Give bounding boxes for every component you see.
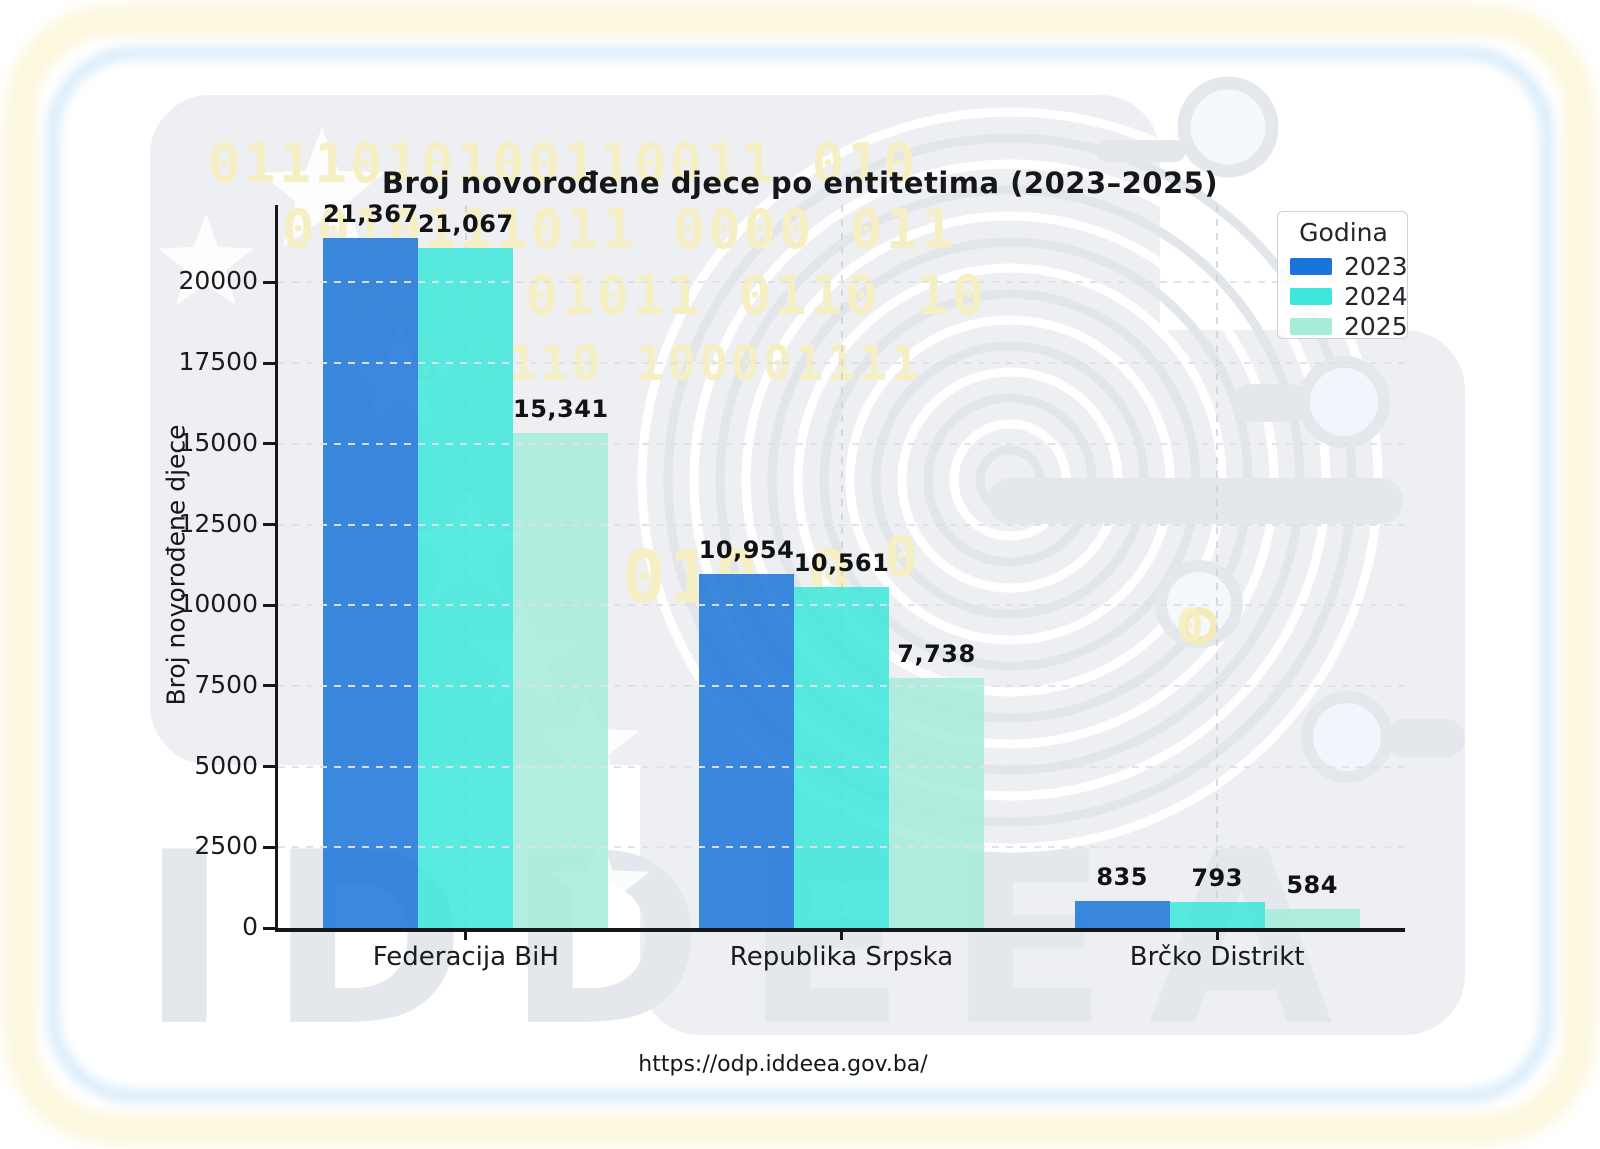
gridline-horizontal (278, 684, 1405, 687)
y-tick-label: 15000 (178, 427, 258, 457)
binary-row: 0111010100110011 010 (208, 132, 918, 195)
star-icon (259, 127, 385, 247)
legend-item-label: 2025 (1344, 311, 1408, 341)
gridline-horizontal (278, 281, 1405, 284)
star-icon (158, 214, 254, 305)
legend-swatch (1290, 317, 1332, 335)
y-tick-label: 0 (242, 912, 258, 941)
legend-item-label: 2024 (1344, 281, 1408, 311)
bar (323, 238, 419, 928)
bar (1074, 901, 1170, 928)
y-tick-label: 12500 (178, 508, 258, 538)
bar (699, 574, 794, 928)
value-label: 584 (1286, 871, 1338, 900)
source-url: https://odp.iddeea.gov.ba/ (638, 1052, 928, 1077)
y-tick-label: 7500 (194, 669, 258, 699)
legend-item: 2023 (1290, 251, 1408, 281)
x-tick-label: Federacija BiH (372, 942, 559, 972)
y-tick-label: 2500 (194, 831, 258, 861)
value-label: 10,954 (698, 536, 795, 565)
legend-swatch (1290, 257, 1332, 275)
y-tick-mark (263, 926, 275, 930)
value-label: 835 (1096, 863, 1148, 892)
x-tick-mark (464, 928, 468, 940)
bar (889, 678, 984, 928)
gridline-horizontal (278, 604, 1405, 607)
legend-items: 2023 2024 2025 (1290, 251, 1408, 341)
value-label: 793 (1191, 864, 1243, 893)
x-tick-label: Republika Srpska (729, 942, 954, 972)
y-tick-mark (263, 523, 275, 527)
bar (794, 587, 889, 928)
legend: Godina 2023 2024 2025 (1277, 211, 1408, 341)
y-tick-label: 20000 (178, 266, 258, 296)
value-label: 7,738 (897, 640, 976, 669)
legend-item-label: 2023 (1344, 251, 1408, 281)
y-tick-label: 17500 (178, 347, 258, 377)
y-axis-spine (275, 205, 278, 931)
y-tick-mark (263, 765, 275, 769)
x-tick-label: Brčko Distrikt (1129, 942, 1305, 972)
circuit-watermark (988, 76, 1465, 783)
gridline-vertical (1216, 205, 1219, 928)
gridline-horizontal (278, 846, 1405, 849)
y-tick-label: 10000 (178, 589, 258, 619)
bar (418, 248, 514, 928)
binary-row: 0 (1176, 599, 1207, 653)
value-label: 15,341 (513, 394, 609, 423)
y-tick-mark (263, 361, 275, 365)
bar (1169, 902, 1265, 928)
y-tick-label: 5000 (194, 750, 258, 780)
gridline-horizontal (278, 765, 1405, 768)
y-axis-label: Broj novorođene djece (161, 424, 191, 706)
y-tick-mark (263, 442, 275, 446)
value-label: 10,561 (793, 549, 890, 578)
binary-row: 0 (884, 525, 921, 590)
legend-title: Godina (1299, 218, 1388, 247)
gridline-horizontal (278, 442, 1405, 445)
gridline-vertical (840, 205, 843, 928)
y-tick-mark (263, 603, 275, 607)
y-tick-mark (263, 684, 275, 688)
legend-item: 2025 (1290, 311, 1408, 341)
x-tick-mark (840, 928, 843, 940)
chart-title: Broj novorođene djece po entitetima (202… (381, 166, 1219, 200)
x-tick-mark (1215, 928, 1219, 940)
bar (513, 432, 609, 928)
value-label: 21,067 (418, 210, 514, 239)
gridline-horizontal (278, 523, 1405, 526)
y-tick-mark (263, 845, 275, 849)
legend-item: 2024 (1290, 281, 1408, 311)
legend-swatch (1290, 287, 1332, 305)
gridline-horizontal (278, 362, 1405, 365)
y-tick-mark (263, 280, 275, 284)
value-label: 21,367 (323, 200, 419, 229)
bar (1264, 909, 1360, 928)
